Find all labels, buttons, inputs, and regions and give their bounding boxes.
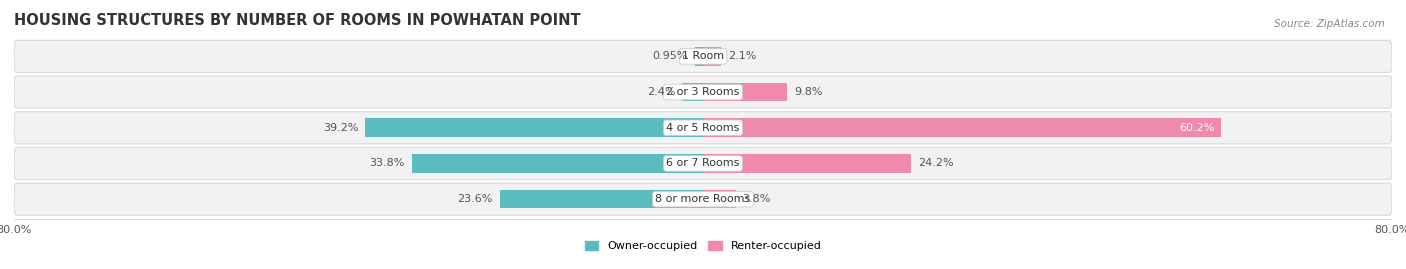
FancyBboxPatch shape [14,147,1392,179]
Bar [682,83,703,101]
Bar [499,190,703,208]
Text: 1 Room: 1 Room [682,51,724,61]
FancyBboxPatch shape [14,76,1392,108]
Bar [703,190,735,208]
Text: 24.2%: 24.2% [918,158,953,168]
Text: 2.4%: 2.4% [647,87,675,97]
FancyBboxPatch shape [14,183,1392,215]
Text: Source: ZipAtlas.com: Source: ZipAtlas.com [1274,19,1385,29]
Bar [703,83,787,101]
FancyBboxPatch shape [14,112,1392,144]
Bar [703,47,721,66]
Text: 0.95%: 0.95% [652,51,688,61]
Text: 4 or 5 Rooms: 4 or 5 Rooms [666,123,740,133]
Text: 33.8%: 33.8% [370,158,405,168]
Text: 8 or more Rooms: 8 or more Rooms [655,194,751,204]
Text: HOUSING STRUCTURES BY NUMBER OF ROOMS IN POWHATAN POINT: HOUSING STRUCTURES BY NUMBER OF ROOMS IN… [14,13,581,27]
Bar [703,154,911,173]
Bar [703,119,1222,137]
Text: 23.6%: 23.6% [457,194,494,204]
Bar [412,154,703,173]
FancyBboxPatch shape [14,40,1392,72]
Bar [366,119,703,137]
Text: 60.2%: 60.2% [1180,123,1215,133]
Text: 2.1%: 2.1% [728,51,756,61]
Bar [695,47,703,66]
Text: 3.8%: 3.8% [742,194,770,204]
Legend: Owner-occupied, Renter-occupied: Owner-occupied, Renter-occupied [581,236,825,256]
Text: 2 or 3 Rooms: 2 or 3 Rooms [666,87,740,97]
Text: 6 or 7 Rooms: 6 or 7 Rooms [666,158,740,168]
Text: 9.8%: 9.8% [794,87,823,97]
Text: 39.2%: 39.2% [323,123,359,133]
